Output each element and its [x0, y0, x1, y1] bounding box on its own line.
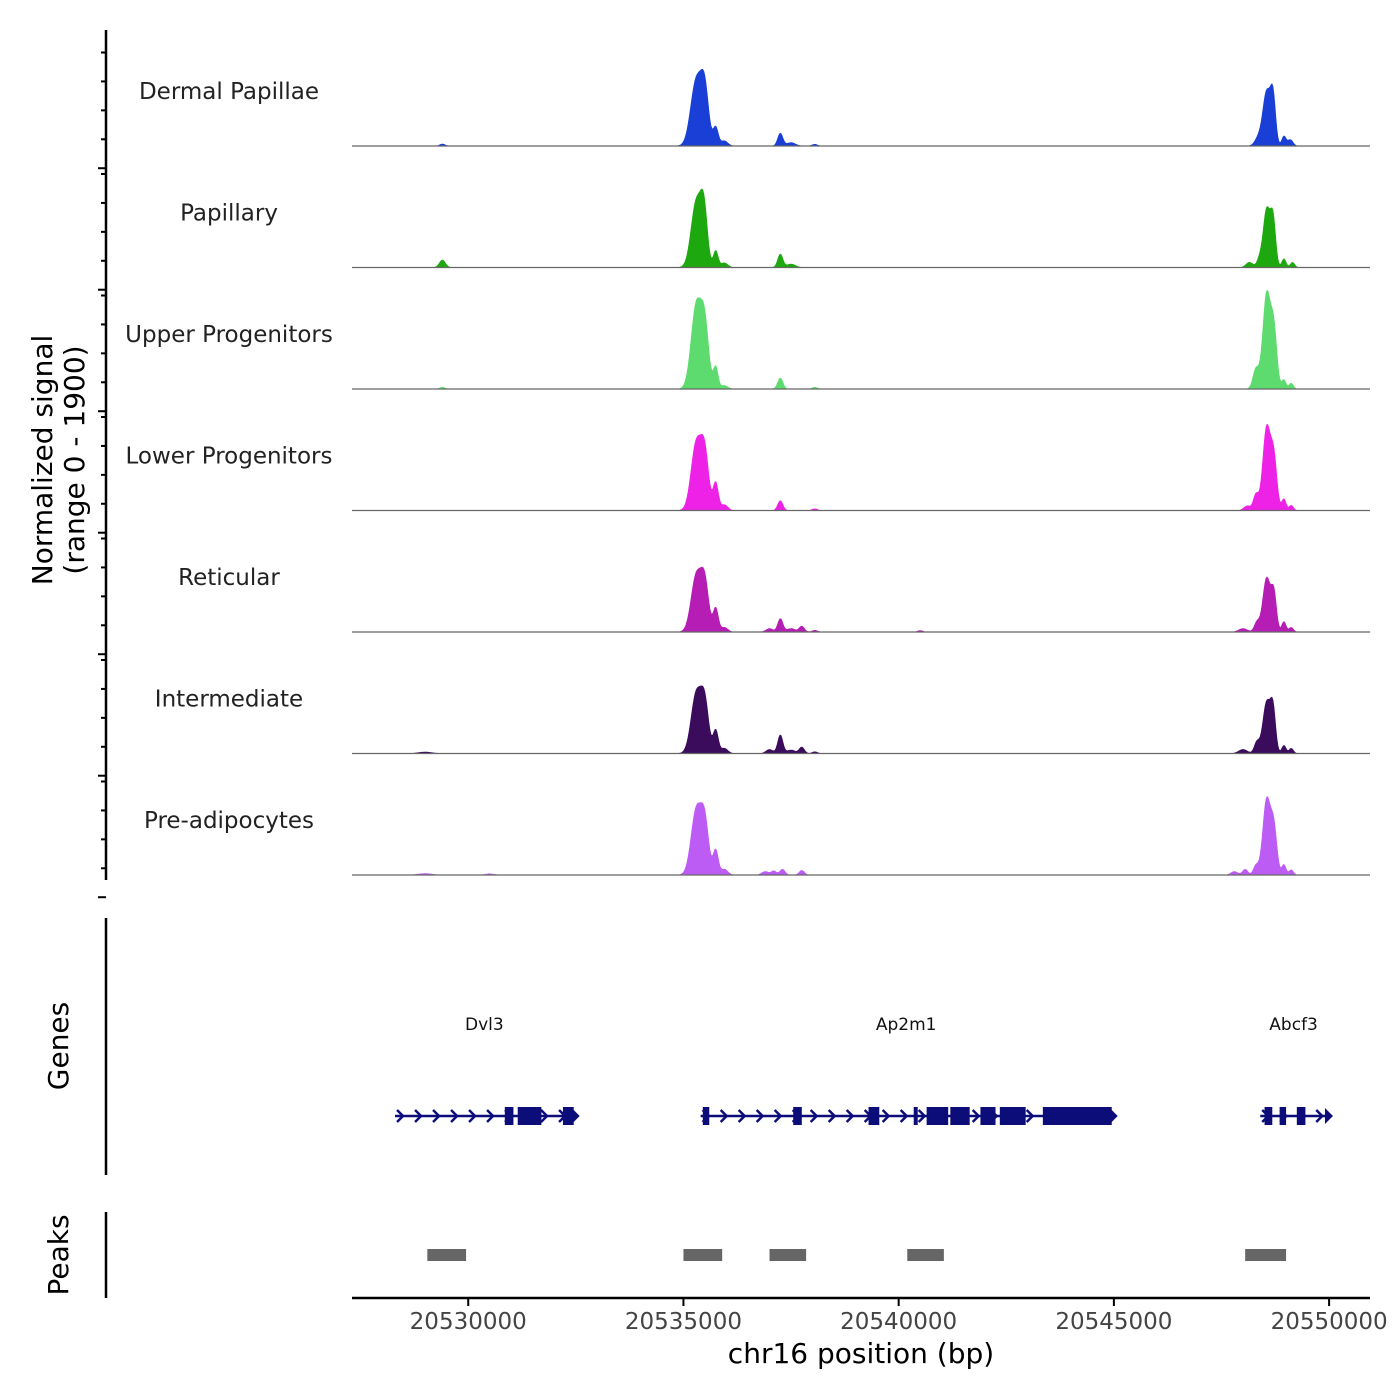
- gene-dvl3: Dvl3: [395, 1015, 580, 1125]
- gene-exon: [1264, 1107, 1273, 1125]
- x-tick-label: 20540000: [840, 1309, 957, 1335]
- gene-exon: [1042, 1107, 1112, 1125]
- x-tick-label: 20545000: [1055, 1309, 1172, 1335]
- track-label: Lower Progenitors: [126, 444, 333, 470]
- track-label: Pre-adipocytes: [144, 808, 314, 834]
- genes-panel-label: Genes: [42, 1002, 75, 1090]
- gene-exon: [913, 1107, 918, 1125]
- strand-chevron: [1025, 1109, 1035, 1123]
- strand-chevron: [396, 1109, 405, 1123]
- coverage-area: [352, 423, 1370, 511]
- coverage-area: [352, 685, 1370, 754]
- x-tick-label: 20530000: [410, 1309, 527, 1335]
- strand-chevron: [432, 1109, 441, 1123]
- gene-label: Abcf3: [1269, 1015, 1318, 1035]
- x-tick-label: 20550000: [1271, 1309, 1388, 1335]
- coverage-area: [352, 795, 1370, 876]
- strand-chevron: [773, 1109, 783, 1123]
- coverage-area: [352, 68, 1370, 147]
- strand-chevron: [1315, 1109, 1325, 1123]
- strand-chevron: [540, 1109, 549, 1123]
- peak-region: [769, 1249, 807, 1261]
- gene-exon: [980, 1107, 996, 1125]
- gene-annotations: Dvl3 Ap2m1 Abcf3: [395, 1015, 1333, 1125]
- y-axis-title-line1: Normalized signal: [26, 335, 59, 586]
- gene-exon: [926, 1107, 949, 1125]
- gene-abcf3: Abcf3: [1260, 1015, 1333, 1125]
- x-tick-label: 20535000: [625, 1309, 742, 1335]
- gene-exon: [517, 1107, 542, 1125]
- strand-chevron: [414, 1109, 423, 1123]
- track-label: Papillary: [180, 201, 278, 227]
- gene-exon: [950, 1107, 970, 1125]
- track-label: Reticular: [178, 565, 280, 591]
- gene-exon: [702, 1107, 710, 1125]
- x-axis-ticks: 20530000 20535000 20540000 20545000 20550000: [410, 1298, 1388, 1335]
- gene-end-arrow: [1324, 1108, 1333, 1124]
- strand-chevron: [719, 1109, 729, 1123]
- gene-ap2m1: Ap2m1: [700, 1015, 1118, 1125]
- track-label: Dermal Papillae: [139, 79, 319, 105]
- peak-region: [1245, 1249, 1287, 1261]
- track-intermediate: Intermediate: [155, 685, 1370, 755]
- gene-exon: [1279, 1107, 1287, 1125]
- gene-exon: [562, 1107, 574, 1125]
- y-axis-title-line2: (range 0 - 1900): [58, 345, 91, 574]
- strand-chevron: [755, 1109, 765, 1123]
- track-papillary: Papillary: [180, 188, 1370, 269]
- gene-end-arrow: [571, 1108, 580, 1124]
- coverage-area: [352, 566, 1370, 633]
- peaks-panel-label: Peaks: [42, 1214, 75, 1295]
- peak-region: [427, 1249, 467, 1261]
- peak-region: [683, 1249, 723, 1261]
- strand-chevron: [468, 1109, 477, 1123]
- track-dermal-papillae: Dermal Papillae: [139, 68, 1370, 147]
- track-label: Upper Progenitors: [125, 322, 333, 348]
- strand-chevron: [450, 1109, 459, 1123]
- strand-chevron: [881, 1109, 891, 1123]
- strand-chevron: [845, 1109, 855, 1123]
- strand-chevron: [917, 1109, 927, 1123]
- gene-exon: [868, 1107, 880, 1125]
- x-axis-title: chr16 position (bp): [728, 1337, 994, 1370]
- gene-exon: [999, 1107, 1026, 1125]
- strand-chevron: [809, 1109, 819, 1123]
- y-axis-title: Normalized signal (range 0 - 1900): [26, 335, 91, 586]
- strand-chevron: [899, 1109, 909, 1123]
- gene-end-arrow: [1109, 1108, 1118, 1124]
- coverage-tracks: Dermal Papillae Papillary Upper Progenitor…: [125, 68, 1370, 876]
- gene-exon: [1296, 1107, 1306, 1125]
- track-pre-adipocytes: Pre-adipocytes: [144, 795, 1370, 876]
- gene-label: Ap2m1: [876, 1015, 937, 1035]
- track-label: Intermediate: [155, 687, 303, 713]
- strand-chevron: [827, 1109, 837, 1123]
- track-reticular: Reticular: [178, 565, 1370, 633]
- strand-chevron: [971, 1109, 981, 1123]
- peak-region: [907, 1249, 944, 1261]
- track-lower-progenitors: Lower Progenitors: [126, 423, 1370, 512]
- gene-label: Dvl3: [465, 1015, 504, 1035]
- coverage-area: [352, 188, 1370, 268]
- coverage-area: [352, 289, 1370, 390]
- gene-exon: [793, 1107, 802, 1125]
- peak-regions: [427, 1249, 1287, 1261]
- gene-exon: [504, 1107, 514, 1125]
- coverage-y-ticks: [98, 51, 106, 899]
- strand-chevron: [486, 1109, 495, 1123]
- strand-chevron: [737, 1109, 747, 1123]
- track-upper-progenitors: Upper Progenitors: [125, 289, 1370, 390]
